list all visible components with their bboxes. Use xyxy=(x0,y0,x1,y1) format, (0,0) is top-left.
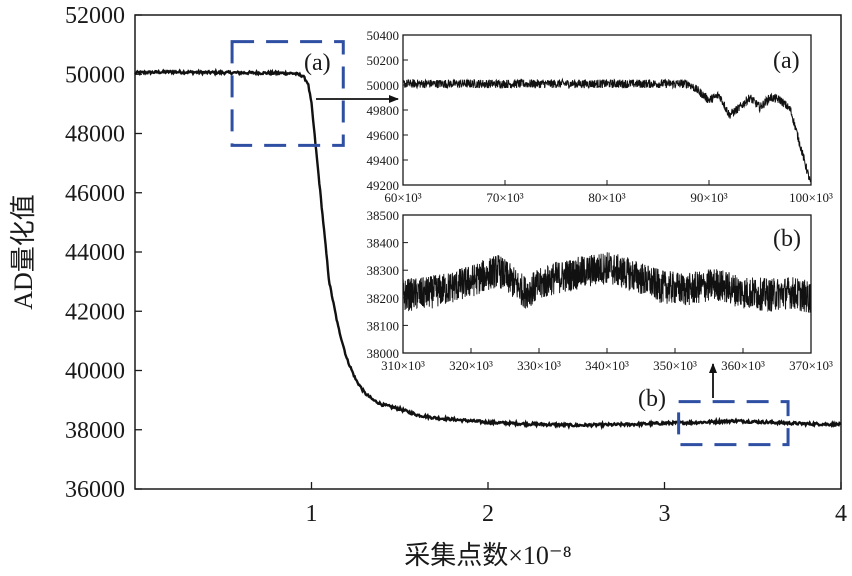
highlight-box-a xyxy=(230,40,345,147)
main-y-tick-label: 38000 xyxy=(65,418,125,444)
inset-b-label: (b) xyxy=(773,226,801,252)
inset-b-data-line xyxy=(402,252,812,314)
inset-a-y-tick-label: 49800 xyxy=(367,103,400,118)
inset-b-y-tick-label: 38300 xyxy=(367,263,400,278)
main-y-axis: 36000 38000 40000 42000 44000 46000 48000 50000… xyxy=(65,3,142,503)
inset-a-y-tick-label: 49600 xyxy=(367,128,400,143)
region-label-b: (b) xyxy=(638,386,666,412)
inset-b-x-axis: 310×10³ 320×10³ 330×10³ 340×10³ 350×10³ 360×1… xyxy=(381,348,833,373)
main-y-tick-label: 50000 xyxy=(65,62,125,88)
inset-a-y-tick-label: 50400 xyxy=(367,28,400,43)
inset-b-y-tick-label: 38100 xyxy=(367,318,400,333)
main-y-tick-label: 44000 xyxy=(65,240,125,266)
region-label-a: (a) xyxy=(304,50,331,76)
inset-b-y-tick-label: 38200 xyxy=(367,291,400,306)
inset-a-data-line xyxy=(402,77,812,183)
main-x-tick-label: 2 xyxy=(482,501,494,527)
inset-b-x-tick-label: 340×10³ xyxy=(585,358,629,373)
inset-b-y-tick-label: 38500 xyxy=(367,208,400,223)
highlight-box-b xyxy=(677,400,790,447)
inset-a-y-tick-label: 49400 xyxy=(367,153,400,168)
main-y-tick-label: 36000 xyxy=(65,477,125,503)
inset-b-y-axis: 38500 38400 38300 38200 38100 38000 xyxy=(367,208,408,361)
inset-a-x-axis: 60×10³ 70×10³ 80×10³ 90×10³ 100×10³ xyxy=(384,180,833,205)
main-y-tick-label: 40000 xyxy=(65,359,125,385)
inset-a-y-tick-label: 50000 xyxy=(367,78,400,93)
inset-a-x-tick-label: 100×10³ xyxy=(789,190,833,205)
inset-b-x-tick-label: 320×10³ xyxy=(449,358,493,373)
inset-a-label: (a) xyxy=(773,48,800,74)
main-y-tick-label: 46000 xyxy=(65,181,125,207)
inset-a-y-tick-label: 50200 xyxy=(367,53,400,68)
main-x-tick-label: 1 xyxy=(306,501,318,527)
main-y-tick-label: 42000 xyxy=(65,299,125,325)
inset-b-y-tick-label: 38000 xyxy=(367,346,400,361)
main-y-tick-label: 52000 xyxy=(65,3,125,29)
main-x-tick-label: 3 xyxy=(659,501,671,527)
inset-b-x-tick-label: 310×10³ xyxy=(381,358,425,373)
inset-a-background xyxy=(403,35,811,185)
inset-b-x-tick-label: 350×10³ xyxy=(653,358,697,373)
inset-b-y-tick-label: 38400 xyxy=(367,236,400,251)
inset-a-x-tick-label: 70×10³ xyxy=(486,190,523,205)
inset-b-x-tick-label: 360×10³ xyxy=(721,358,765,373)
inset-a-y-axis: 50400 50200 50000 49800 49600 49400 49200 xyxy=(367,28,408,193)
inset-a-x-tick-label: 60×10³ xyxy=(384,190,421,205)
main-y-tick-label: 48000 xyxy=(65,122,125,148)
inset-a-x-tick-label: 80×10³ xyxy=(588,190,625,205)
inset-b-x-tick-label: 330×10³ xyxy=(517,358,561,373)
inset-a-y-tick-label: 49200 xyxy=(367,178,400,193)
inset-a-x-tick-label: 90×10³ xyxy=(690,190,727,205)
main-data-line xyxy=(134,67,842,431)
main-y-axis-label: AD量化值 xyxy=(9,194,38,310)
inset-b: 38500 38400 38300 38200 38100 38000 310×10³ 32… xyxy=(367,208,833,373)
main-x-tick-label: 4 xyxy=(835,501,847,527)
main-x-axis: 1 2 3 4 xyxy=(306,482,847,527)
inset-a: 50400 50200 50000 49800 49600 49400 49200 60×1… xyxy=(367,28,833,205)
inset-b-x-tick-label: 370×10³ xyxy=(789,358,833,373)
main-x-axis-label: 采集点数×10⁻⁸ xyxy=(404,541,571,570)
main-plot: 36000 38000 40000 42000 44000 46000 48000 50000… xyxy=(9,3,847,570)
